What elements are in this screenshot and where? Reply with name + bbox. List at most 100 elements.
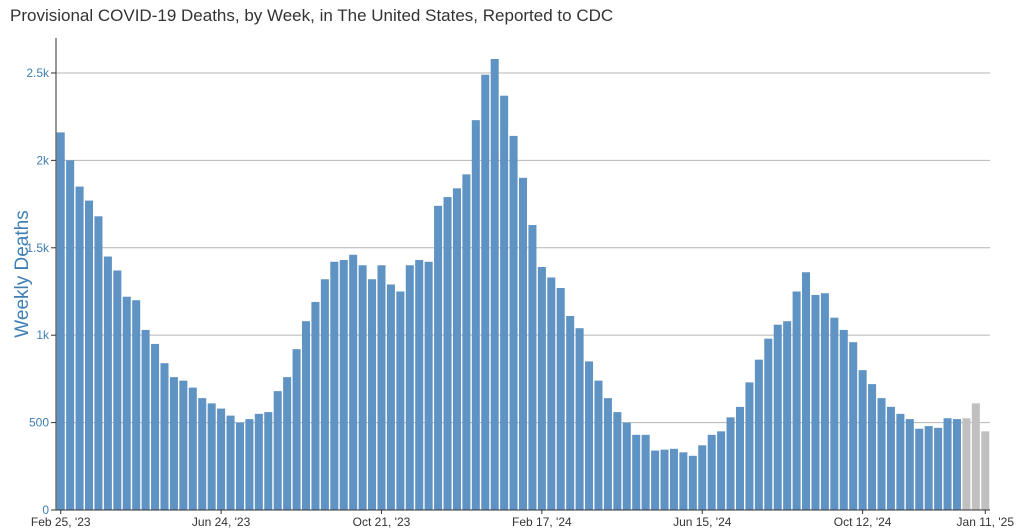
- y-tick-label: 0: [42, 503, 49, 517]
- provisional-bar: [962, 418, 971, 510]
- bar: [405, 265, 414, 510]
- bar: [754, 359, 763, 510]
- bar: [122, 296, 131, 510]
- bar: [802, 272, 811, 510]
- y-tick-label: 2.5k: [26, 66, 50, 80]
- x-tick-label: Feb 25, '23: [31, 515, 91, 529]
- bar: [132, 300, 141, 510]
- bar: [707, 434, 716, 510]
- bar: [896, 413, 905, 510]
- bar: [698, 445, 707, 510]
- bar: [141, 329, 150, 510]
- bar: [830, 317, 839, 510]
- bar: [415, 260, 424, 510]
- bar: [386, 284, 395, 510]
- bar: [603, 398, 612, 510]
- bar: [566, 315, 575, 510]
- x-tick-label: Jun 24, '23: [192, 515, 251, 529]
- bar: [301, 321, 311, 510]
- bar: [575, 328, 584, 510]
- bar: [217, 408, 226, 510]
- bar: [773, 324, 782, 510]
- bar: [500, 95, 509, 510]
- bar: [924, 426, 933, 510]
- bar: [273, 391, 282, 510]
- provisional-bar: [971, 403, 980, 510]
- bar: [349, 254, 358, 510]
- bar: [254, 413, 263, 510]
- bar: [783, 321, 792, 510]
- bar: [547, 277, 556, 510]
- bar: [235, 422, 244, 510]
- y-tick-label: 1.5k: [26, 241, 50, 255]
- bar: [245, 419, 254, 510]
- bar: [868, 384, 877, 510]
- bar: [75, 186, 84, 510]
- bar: [434, 205, 443, 511]
- bar: [839, 329, 848, 510]
- bar: [585, 361, 594, 510]
- y-tick-label: 2k: [36, 153, 50, 167]
- bar: [943, 418, 952, 510]
- y-axis-title: Weekly Deaths: [12, 210, 33, 337]
- bar: [613, 412, 622, 510]
- bar: [462, 174, 471, 510]
- chart-title: Provisional COVID-19 Deaths, by Week, in…: [10, 6, 614, 25]
- bar: [679, 452, 688, 510]
- bar: [594, 380, 603, 510]
- bar: [528, 225, 537, 510]
- x-tick-label: Oct 21, '23: [353, 515, 411, 529]
- bar: [641, 434, 650, 510]
- x-tick-label: Jan 11, '25: [957, 515, 1015, 529]
- bar: [537, 267, 546, 510]
- bar: [198, 398, 207, 510]
- bar: [151, 343, 160, 510]
- bar: [292, 349, 301, 510]
- bar: [490, 58, 499, 510]
- bar: [518, 177, 528, 510]
- bar: [330, 261, 339, 510]
- bar: [952, 419, 961, 510]
- bar: [915, 428, 924, 510]
- bar: [745, 382, 754, 510]
- bar: [792, 291, 801, 510]
- bar: [849, 342, 858, 510]
- bar: [94, 216, 103, 511]
- bar: [160, 363, 169, 510]
- bar: [358, 265, 367, 510]
- y-tick-label: 1k: [36, 328, 50, 342]
- bar: [858, 370, 867, 510]
- bar: [169, 377, 178, 510]
- bar: [226, 415, 235, 510]
- bar: [377, 265, 386, 510]
- bar: [717, 431, 726, 510]
- bar: [688, 455, 697, 510]
- bar: [811, 294, 820, 510]
- bar: [669, 448, 678, 510]
- y-tick-label: 500: [29, 416, 49, 430]
- bar: [56, 132, 65, 510]
- x-tick-label: Oct 12, '24: [834, 515, 892, 529]
- bar: [66, 160, 75, 511]
- bar: [103, 256, 112, 510]
- bar: [735, 406, 745, 510]
- bar: [207, 403, 216, 510]
- bar: [85, 200, 94, 511]
- bar: [886, 406, 895, 510]
- bar: [622, 422, 631, 510]
- bar: [726, 417, 735, 510]
- bar: [660, 449, 669, 510]
- bar: [188, 387, 197, 510]
- bar: [632, 434, 641, 510]
- bar: [452, 188, 461, 510]
- bar: [311, 301, 320, 510]
- bar: [905, 419, 914, 510]
- bar: [320, 279, 329, 510]
- bar: [556, 287, 565, 510]
- bar: [113, 270, 122, 510]
- bar: [877, 398, 886, 510]
- bar: [179, 380, 188, 510]
- bar: [481, 74, 490, 510]
- bar: [764, 338, 773, 510]
